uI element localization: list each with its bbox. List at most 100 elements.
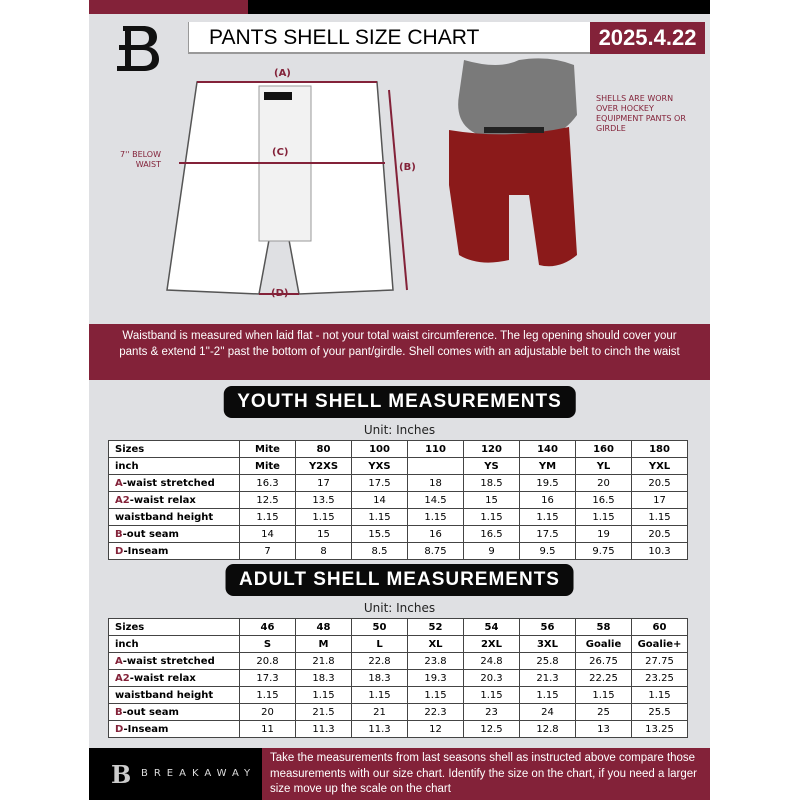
row-label: inch — [108, 635, 240, 653]
table-cell: 25 — [575, 703, 632, 721]
row-label: A-waist stretched — [108, 474, 240, 492]
adult-unit: Unit: Inches — [363, 601, 436, 615]
table-cell: 14.5 — [407, 491, 464, 509]
table-cell: 13.5 — [295, 491, 352, 509]
row-label: waistband height — [108, 508, 240, 526]
adult-section-title: ADULT SHELL MEASUREMENTS — [225, 564, 574, 596]
table-cell: 180 — [631, 440, 688, 458]
table-cell: 20.8 — [239, 652, 296, 670]
table-cell: 13.25 — [631, 720, 688, 738]
table-cell: 8.5 — [351, 542, 408, 560]
table-cell: 22.3 — [407, 703, 464, 721]
table-cell: 9.75 — [575, 542, 632, 560]
table-cell: 3XL — [519, 635, 576, 653]
table-cell: 1.15 — [463, 508, 520, 526]
row-label: Sizes — [108, 440, 240, 458]
table-cell: 1.15 — [407, 686, 464, 704]
table-cell: 23.8 — [407, 652, 464, 670]
table-cell: 24 — [519, 703, 576, 721]
row-label-text: Sizes — [115, 443, 145, 455]
table-cell: 8.75 — [407, 542, 464, 560]
table-cell: 17.5 — [519, 525, 576, 543]
table-cell: L — [351, 635, 408, 653]
top-accent-bar — [89, 0, 248, 14]
table-cell: 21.3 — [519, 669, 576, 687]
table-cell: 17.5 — [351, 474, 408, 492]
table-row: Sizes Mite 80 100 110 120 140 160 180 — [108, 440, 688, 458]
table-cell: 23.25 — [631, 669, 688, 687]
table-cell: 16.5 — [463, 525, 520, 543]
table-cell: 140 — [519, 440, 576, 458]
table-cell: 50 — [351, 618, 408, 636]
table-cell: 48 — [295, 618, 352, 636]
table-cell: 1.15 — [239, 508, 296, 526]
shell-diagram — [166, 81, 408, 295]
table-cell: 160 — [575, 440, 632, 458]
table-cell: 52 — [407, 618, 464, 636]
table-cell: 16.3 — [239, 474, 296, 492]
table-cell: 56 — [519, 618, 576, 636]
table-cell: 19.3 — [407, 669, 464, 687]
row-label-text: inch — [115, 460, 139, 472]
table-row: B-out seam 14 15 15.5 16 16.5 17.5 19 20.5 — [108, 525, 688, 543]
row-label-prefix: D — [115, 545, 124, 557]
shell-note: SHELLS ARE WORN OVER HOCKEY EQUIPMENT PA… — [596, 94, 686, 133]
table-cell: 12.5 — [463, 720, 520, 738]
table-cell: 1.15 — [575, 686, 632, 704]
table-cell: 14 — [351, 491, 408, 509]
table-row: Sizes 46 48 50 52 54 56 58 60 — [108, 618, 688, 636]
table-row: A-waist stretched 16.3 17 17.5 18 18.5 19.5 20 2… — [108, 474, 688, 492]
row-label-prefix: A — [115, 655, 123, 667]
table-row: waistband height 1.15 1.15 1.15 1.15 1.15 1.15… — [108, 508, 688, 526]
date-badge: 2025.4.22 — [590, 22, 705, 54]
footer-logo-icon: B — [111, 760, 132, 789]
table-cell: Mite — [239, 457, 296, 475]
row-label: Sizes — [108, 618, 240, 636]
row-label-text: -waist stretched — [122, 477, 215, 489]
table-cell: 18.3 — [351, 669, 408, 687]
label-a: (A) — [274, 68, 291, 79]
row-label: D-Inseam — [108, 542, 240, 560]
table-cell: YXS — [351, 457, 408, 475]
label-c: (C) — [272, 147, 289, 158]
row-label-text: -out seam — [122, 528, 179, 540]
table-cell: 11.3 — [295, 720, 352, 738]
table-cell: 27.75 — [631, 652, 688, 670]
footer-brand: B BREAKAWAY — [89, 748, 262, 800]
table-cell: 1.15 — [519, 686, 576, 704]
info-band: Waistband is measured when laid flat - n… — [89, 324, 710, 380]
youth-unit: Unit: Inches — [363, 423, 436, 437]
table-cell: 60 — [631, 618, 688, 636]
table-cell: 17 — [631, 491, 688, 509]
table-cell: 120 — [463, 440, 520, 458]
row-label: waistband height — [108, 686, 240, 704]
label-d: (D) — [271, 288, 289, 299]
table-cell: 110 — [407, 440, 464, 458]
below-waist-note: 7'' BELOW WAIST — [120, 150, 161, 169]
label-b: (B) — [399, 162, 416, 173]
table-cell: 1.15 — [351, 508, 408, 526]
table-row: inch Mite Y2XS YXS YS YM YL YXL — [108, 457, 688, 475]
table-cell: 10.3 — [631, 542, 688, 560]
table-cell: 16 — [519, 491, 576, 509]
table-cell: 1.15 — [351, 686, 408, 704]
table-cell: Goalie+ — [631, 635, 688, 653]
table-cell: 18.3 — [295, 669, 352, 687]
table-cell: 17 — [295, 474, 352, 492]
footer-instructions: Take the measurements from last seasons … — [262, 748, 710, 800]
table-cell: 16 — [407, 525, 464, 543]
table-cell: Mite — [239, 440, 296, 458]
table-cell: 16.5 — [575, 491, 632, 509]
table-cell: 54 — [463, 618, 520, 636]
table-cell: 1.15 — [519, 508, 576, 526]
table-row: A2-waist relax 12.5 13.5 14 14.5 15 16 16.5 17 — [108, 491, 688, 509]
table-cell: 13 — [575, 720, 632, 738]
table-cell: 11.3 — [351, 720, 408, 738]
row-label-text: -waist stretched — [122, 655, 215, 667]
table-cell: YL — [575, 457, 632, 475]
table-cell: 1.15 — [575, 508, 632, 526]
table-row: A-waist stretched 20.8 21.8 22.8 23.8 24.8 25.… — [108, 652, 688, 670]
row-label-prefix: D — [115, 723, 124, 735]
row-label-prefix: A2 — [115, 672, 130, 684]
table-cell: 9 — [463, 542, 520, 560]
